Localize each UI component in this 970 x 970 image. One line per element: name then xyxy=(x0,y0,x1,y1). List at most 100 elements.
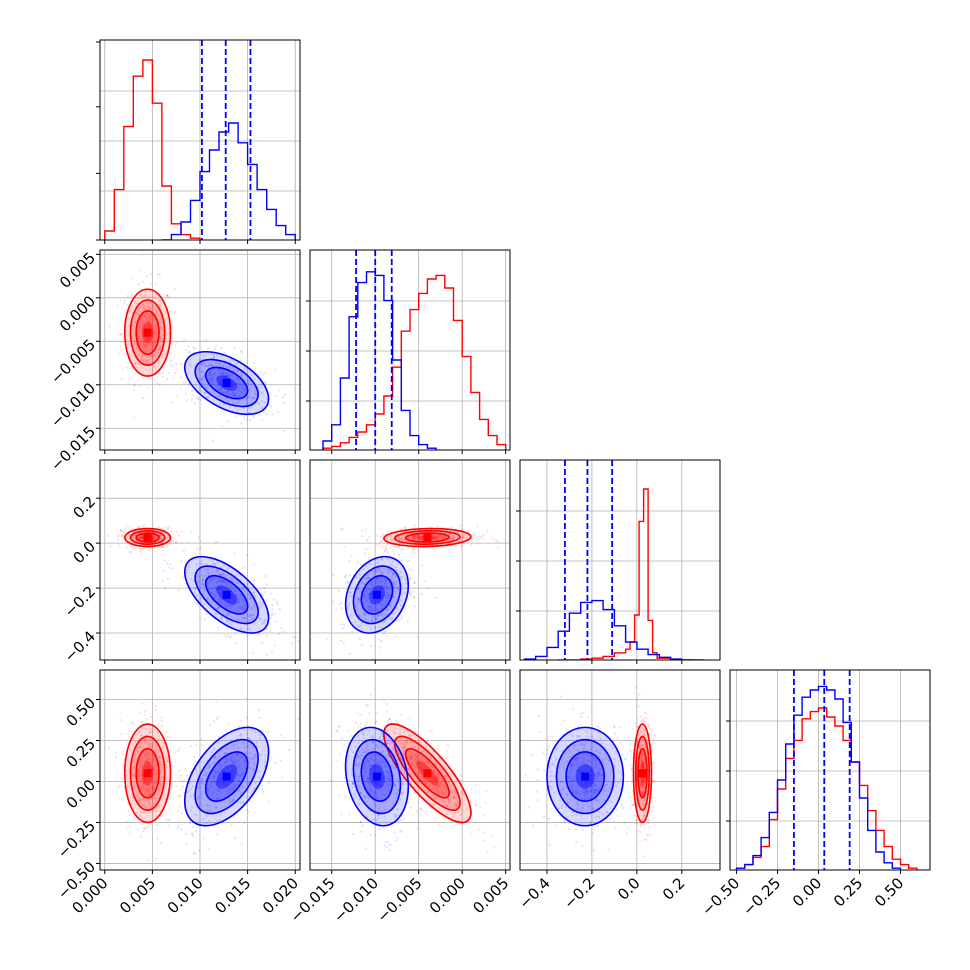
scatter-point xyxy=(151,546,154,550)
scatter-point xyxy=(412,535,415,539)
scatter-point xyxy=(232,602,235,605)
scatter-point xyxy=(283,393,286,396)
scatter-point xyxy=(226,374,229,377)
scatter-point xyxy=(392,581,395,584)
scatter-point xyxy=(211,567,214,570)
scatter-point xyxy=(343,623,346,626)
scatter-point xyxy=(231,391,234,394)
scatter-point xyxy=(236,773,239,776)
scatter-point xyxy=(166,760,170,763)
scatter-point xyxy=(402,750,406,753)
scatter-point xyxy=(147,336,150,339)
scatter-point xyxy=(411,760,414,764)
scatter-point xyxy=(205,814,209,818)
scatter-point xyxy=(400,792,403,796)
scatter-point xyxy=(474,803,477,806)
scatter-point xyxy=(237,773,241,777)
scatter-point xyxy=(349,591,352,594)
scatter-point xyxy=(223,752,226,755)
scatter-point xyxy=(386,550,389,554)
scatter-point xyxy=(424,745,428,748)
scatter-point xyxy=(189,362,192,365)
contour-line-series-0 xyxy=(393,735,461,811)
scatter-point xyxy=(344,576,347,579)
scatter-point xyxy=(143,777,146,780)
scatter-point xyxy=(586,763,589,766)
scatter-point xyxy=(217,790,220,793)
scatter-point xyxy=(173,288,176,291)
scatter-point xyxy=(240,374,243,377)
scatter-panel-3-2: −0.4 −0.2 0.0 0.2 xyxy=(515,669,721,913)
scatter-point xyxy=(452,537,455,540)
scatter-point xyxy=(380,613,383,616)
scatter-point xyxy=(127,810,130,813)
scatter-point xyxy=(568,776,571,779)
scatter-point xyxy=(401,792,404,795)
scatter-point xyxy=(377,816,380,820)
scatter-point xyxy=(638,797,641,800)
scatter-point xyxy=(383,808,386,811)
scatter-point xyxy=(550,780,553,783)
scatter-point xyxy=(364,703,367,706)
scatter-point xyxy=(145,343,148,346)
scatter-point xyxy=(376,576,379,579)
scatter-point xyxy=(593,792,596,795)
scatter-point xyxy=(567,827,570,830)
scatter-point xyxy=(185,842,188,845)
scatter-point xyxy=(619,726,622,729)
scatter-point xyxy=(643,785,646,788)
scatter-point xyxy=(379,580,382,584)
scatter-point xyxy=(413,537,416,540)
scatter-point xyxy=(383,585,386,588)
scatter-point xyxy=(224,374,227,377)
scatter-point xyxy=(378,568,381,571)
scatter-point xyxy=(380,573,383,576)
scatter-point xyxy=(229,603,232,606)
scatter-point xyxy=(149,793,152,796)
scatter-point xyxy=(253,753,256,756)
scatter-point xyxy=(448,538,451,541)
scatter-point xyxy=(434,760,437,764)
scatter-point xyxy=(409,757,412,760)
scatter-point xyxy=(234,595,238,599)
scatter-point xyxy=(209,577,212,580)
scatter-point xyxy=(575,813,578,817)
scatter-point xyxy=(421,759,424,763)
scatter-point xyxy=(154,333,157,336)
scatter-point xyxy=(575,734,578,737)
scatter-point xyxy=(227,786,230,790)
scatter-point xyxy=(216,773,219,776)
scatter-point xyxy=(400,592,403,596)
scatter-point xyxy=(152,354,155,357)
scatter-point xyxy=(637,830,640,833)
scatter-point xyxy=(438,535,441,538)
scatter-point xyxy=(459,532,462,535)
scatter-point xyxy=(417,780,420,783)
scatter-point xyxy=(428,784,431,787)
scatter-point xyxy=(358,637,361,640)
scatter-point xyxy=(222,580,225,584)
scatter-point xyxy=(407,568,410,571)
scatter-point xyxy=(401,777,405,780)
scatter-point xyxy=(641,792,644,795)
scatter-point xyxy=(640,755,643,758)
scatter-point xyxy=(343,776,346,779)
scatter-point xyxy=(218,755,221,758)
scatter-point xyxy=(139,798,142,801)
scatter-point xyxy=(211,571,214,574)
scatter-point xyxy=(221,587,224,590)
scatter-point xyxy=(639,780,642,783)
scatter-point xyxy=(138,537,141,540)
scatter-point xyxy=(127,736,130,739)
scatter-point xyxy=(449,764,452,767)
scatter-point xyxy=(155,376,158,379)
scatter-point xyxy=(436,775,439,778)
scatter-point xyxy=(139,550,142,553)
contour-line-series-0 xyxy=(637,747,648,799)
scatter-point xyxy=(376,609,379,612)
scatter-point xyxy=(639,729,643,733)
scatter-point xyxy=(193,756,196,759)
scatter-point xyxy=(634,686,638,689)
scatter-point xyxy=(379,763,382,766)
scatter-point xyxy=(144,778,147,782)
